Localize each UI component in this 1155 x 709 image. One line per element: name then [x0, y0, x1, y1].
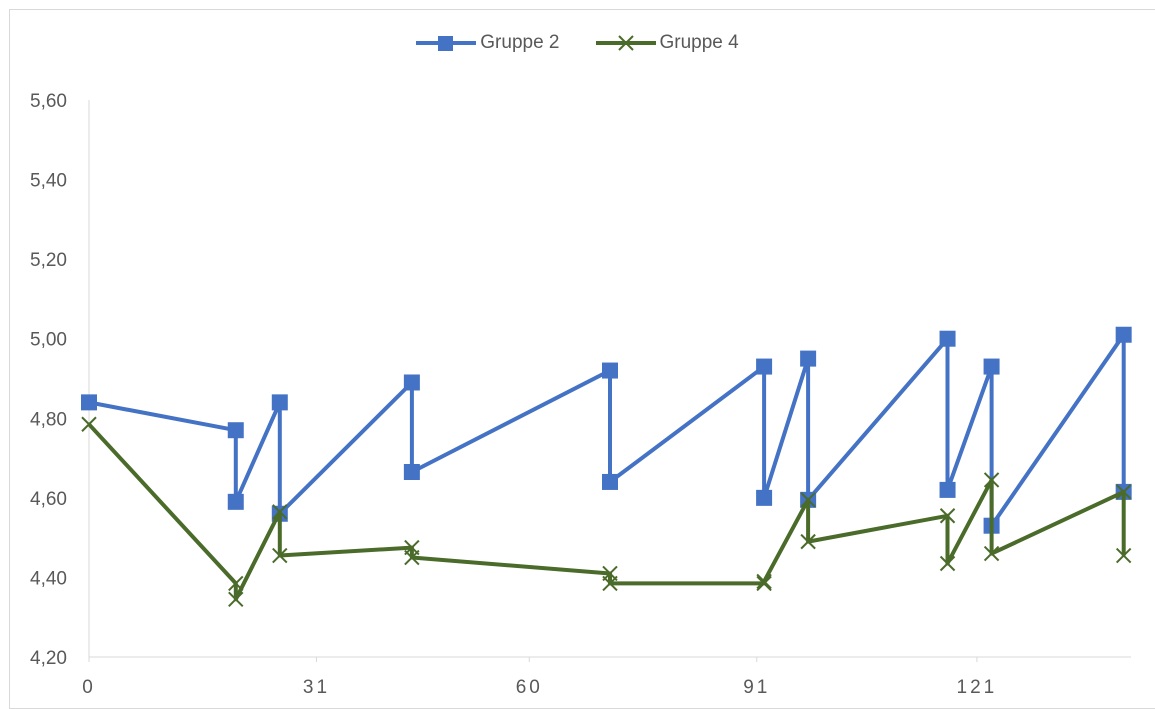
- data-point: [800, 350, 817, 367]
- data-point: [800, 492, 816, 508]
- y-tick-label: 4,40: [30, 568, 67, 589]
- data-point: [602, 473, 618, 490]
- data-point: [228, 591, 244, 608]
- y-tick-label: 4,20: [30, 648, 67, 669]
- y-tick-label: 4,60: [30, 489, 67, 510]
- data-point: [756, 358, 773, 375]
- y-tick-label: 5,00: [30, 330, 67, 351]
- data-point: [983, 472, 1000, 488]
- data-point: [403, 463, 420, 480]
- legend-label-series-1: Gruppe 2: [480, 32, 560, 53]
- data-point: [227, 493, 244, 510]
- data-point: [756, 573, 772, 590]
- data-point: [1115, 484, 1132, 500]
- legend-swatch-series-2: [595, 35, 656, 51]
- data-point: [939, 481, 956, 498]
- data-point: [404, 549, 420, 566]
- data-point: [602, 362, 618, 379]
- data-point: [756, 575, 772, 592]
- data-point: [800, 533, 816, 550]
- data-point: [403, 374, 420, 391]
- legend-swatch-series-1: [416, 36, 477, 51]
- y-tick-label: 5,40: [30, 171, 67, 192]
- data-point: [228, 575, 244, 592]
- data-point: [81, 394, 97, 411]
- data-point: [983, 545, 1000, 562]
- data-point: [602, 575, 618, 592]
- x-tick-label: 121: [957, 677, 998, 698]
- data-point: [983, 358, 1000, 375]
- data-point: [939, 508, 956, 524]
- y-tick-label: 4,80: [30, 409, 67, 430]
- x-tick-label: 31: [303, 677, 330, 698]
- legend-item-series-1[interactable]: Gruppe 2: [416, 32, 560, 54]
- legend-item-series-2[interactable]: Gruppe 4: [595, 32, 739, 54]
- legend: Gruppe 2 Gruppe 4: [0, 32, 1155, 54]
- y-tick-label: 5,60: [30, 91, 67, 112]
- data-point: [756, 489, 773, 506]
- data-point: [227, 422, 244, 439]
- data-point: [271, 394, 288, 411]
- data-point: [1115, 547, 1132, 564]
- series-line-2: [87, 422, 1126, 602]
- data-point: [81, 416, 97, 432]
- x-tick-label: 91: [743, 677, 770, 698]
- y-tick-label: 5,20: [30, 250, 67, 271]
- data-point: [1115, 326, 1132, 343]
- data-point: [272, 504, 288, 520]
- data-point: [272, 547, 288, 564]
- data-point: [939, 330, 956, 347]
- x-tick-label: 0: [82, 677, 96, 698]
- data-point: [939, 555, 956, 572]
- legend-label-series-2: Gruppe 4: [659, 32, 739, 53]
- x-tick-label: 60: [516, 677, 543, 698]
